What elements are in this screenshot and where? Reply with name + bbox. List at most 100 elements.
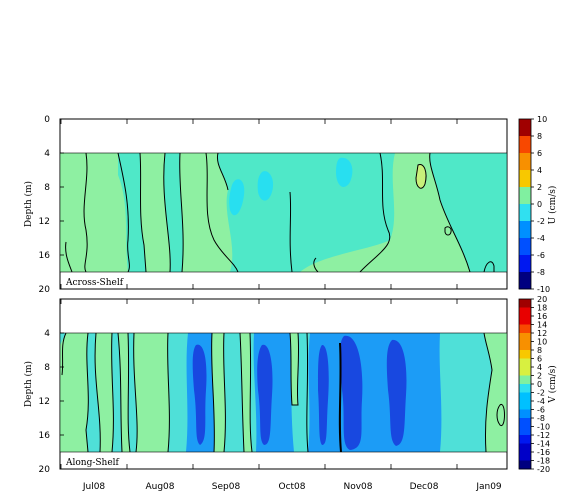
positive-region	[60, 333, 89, 452]
colorbar-tick-label: -6	[537, 251, 545, 260]
colorbar-swatch	[519, 324, 531, 334]
colorbar-swatch	[519, 443, 531, 453]
colorbar-swatch	[519, 392, 531, 402]
very-strong-negative-band	[192, 344, 207, 445]
colorbar-tick-label: 8	[537, 132, 542, 141]
colorbar-tick-label: 0	[537, 380, 542, 389]
colorbar-swatch	[519, 299, 531, 308]
colorbar-swatch	[519, 153, 531, 171]
annotation-box	[63, 275, 121, 287]
colorbar-swatch	[519, 367, 531, 376]
y-tick-label: 4	[44, 149, 50, 159]
colorbar-swatch	[519, 409, 531, 419]
x-tick-label: Aug08	[145, 482, 174, 492]
colorbar-tick-label: -8	[537, 268, 545, 277]
colorbar-swatch	[519, 333, 531, 342]
colorbar-tick-label: 4	[537, 363, 542, 372]
negative-region	[257, 171, 274, 201]
colorbar-tick-label: 12	[537, 329, 547, 338]
colorbar-tick-label: -8	[537, 414, 545, 423]
x-tick-label: Jan09	[475, 482, 502, 492]
x-tick-label: Nov08	[343, 482, 372, 492]
annotation-box	[63, 455, 118, 467]
colorbar-swatch	[519, 435, 531, 444]
y-tick-label: 20	[39, 285, 51, 295]
y-tick-label: 20	[39, 465, 51, 475]
colorbar-swatch	[519, 460, 531, 470]
colorbar-swatch	[519, 307, 531, 317]
colorbar-swatch	[519, 358, 531, 368]
colorbar-tick-label: -10	[537, 423, 550, 432]
y-axis-along: 4 8 12 16 20 Depth (m)	[23, 329, 50, 475]
positive-region	[416, 164, 427, 189]
colorbar-swatch	[519, 272, 531, 290]
colorbar-tick-label: -10	[537, 285, 550, 294]
panel-annotation: Across-Shelf	[65, 278, 124, 288]
colorbar-swatch	[519, 187, 531, 205]
colorbar-swatch	[519, 401, 531, 410]
x-tick-label: Dec08	[410, 482, 439, 492]
colorbar-tick-label: 6	[537, 355, 542, 364]
negative-region	[118, 153, 146, 272]
colorbar-tick-label: -4	[537, 234, 545, 243]
colorbar-swatch	[519, 426, 531, 436]
colorbar-tick-label: -16	[537, 448, 550, 457]
colorbar-tick-label: 0	[537, 200, 542, 209]
colorbar-v: 20181614121086420-2-4-6-8-10-12-14-16-18…	[518, 295, 558, 474]
colorbar-swatch	[519, 316, 531, 325]
colorbar-tick-label: -14	[537, 440, 550, 449]
panel-along-shelf: 4 8 12 16 20 Depth (m) Along-Shelf Jul08…	[23, 295, 558, 492]
colorbar-tick-label: 2	[537, 183, 542, 192]
field-across	[60, 153, 507, 272]
colorbar-tick-label: 10	[537, 115, 547, 124]
y-tick-label: 12	[39, 217, 50, 227]
colorbar-tick-label: 2	[537, 372, 542, 381]
panel-across-shelf: 0 4 8 12 16 20 Depth (m) Across-Shelf 10…	[23, 115, 558, 295]
y-tick-label: 12	[39, 397, 50, 407]
colorbar-u: 10 8 6 4 2 0 -2 -4 -6 -8 -10 U (cm/s)	[518, 115, 558, 294]
colorbar-tick-label: 4	[537, 166, 542, 175]
negative-region	[163, 153, 184, 272]
colorbar-tick-label: 14	[537, 321, 547, 330]
negative-region	[336, 157, 353, 187]
colorbar-swatch	[519, 452, 531, 461]
y-tick-label: 4	[44, 329, 50, 339]
y-tick-label: 8	[44, 183, 50, 193]
colorbar-swatch	[519, 375, 531, 385]
field-along	[60, 333, 507, 452]
positive-region	[484, 333, 507, 452]
month-ticks	[60, 118, 458, 470]
negative-region	[429, 153, 507, 272]
colorbar-swatch	[519, 136, 531, 154]
colorbar-tick-label: -6	[537, 406, 545, 415]
colorbar-label: V (cm/s)	[547, 365, 558, 404]
y-tick-label: 16	[39, 251, 51, 261]
colorbar-swatch	[519, 221, 531, 239]
very-strong-negative-band	[257, 344, 273, 445]
colorbar-tick-label: -18	[537, 457, 550, 466]
positive-region	[290, 333, 299, 405]
y-axis-label: Depth (m)	[23, 361, 34, 407]
y-tick-label: 0	[44, 115, 50, 125]
very-strong-negative-band	[340, 335, 363, 450]
colorbar-swatch	[519, 350, 531, 359]
x-tick-label: Oct08	[278, 482, 305, 492]
y-tick-label: 8	[44, 363, 50, 373]
colorbar-label: U (cm/s)	[547, 186, 558, 225]
negative-region	[229, 179, 245, 216]
very-strong-negative-band	[318, 344, 329, 445]
colorbar-tick-label: -12	[537, 431, 550, 440]
very-strong-negative-band	[386, 339, 407, 446]
colorbar-swatch	[519, 255, 531, 273]
contour-lines	[65, 153, 495, 272]
positive-region	[211, 333, 226, 452]
colorbar-tick-label: -2	[537, 217, 545, 226]
positive-region	[95, 333, 114, 452]
x-axis: Jul08 Aug08 Sep08 Oct08 Nov08 Dec08 Jan09	[82, 482, 502, 492]
colorbar-tick-label: 18	[537, 304, 547, 313]
colorbar-swatch	[519, 238, 531, 256]
positive-region	[118, 333, 130, 452]
colorbar-tick-label: 20	[537, 295, 547, 304]
y-tick-label: 16	[39, 431, 51, 441]
